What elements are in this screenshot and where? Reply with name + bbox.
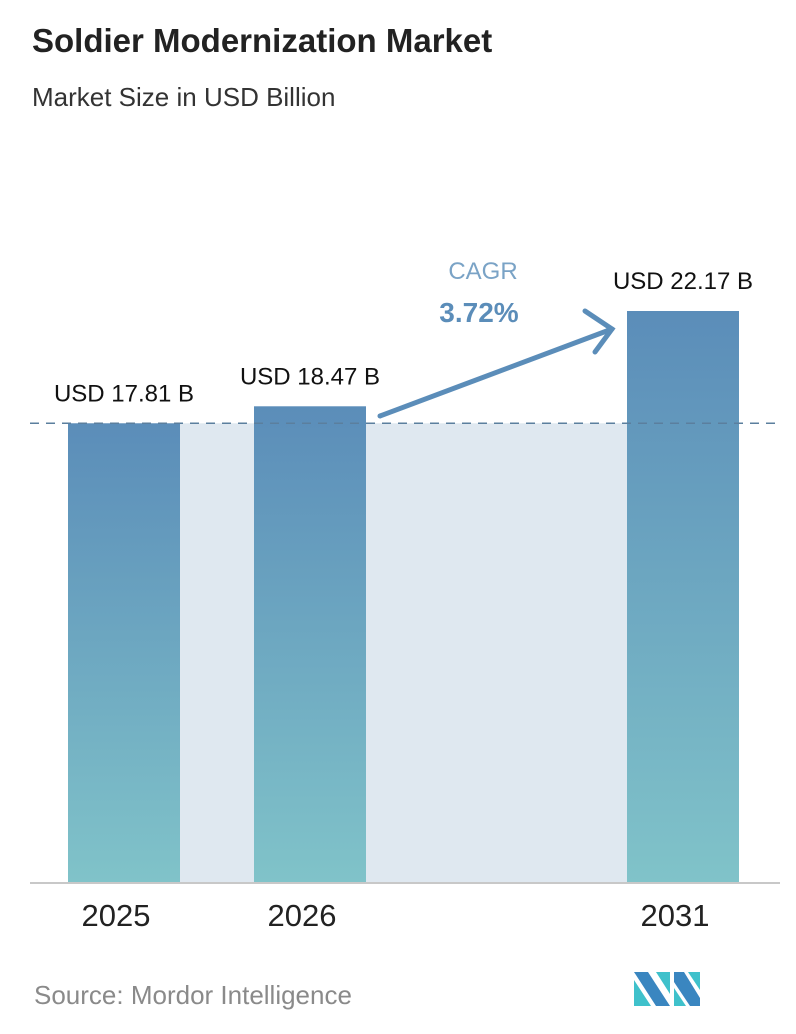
chart-title: Soldier Modernization Market bbox=[32, 22, 493, 59]
chart-subtitle: Market Size in USD Billion bbox=[32, 82, 336, 112]
x-tick-label-2026: 2026 bbox=[268, 898, 337, 933]
x-tick-label-2025: 2025 bbox=[82, 898, 151, 933]
cagr-arrow-icon bbox=[377, 308, 616, 419]
mordor-intelligence-logo bbox=[634, 972, 700, 1006]
bar-2025 bbox=[68, 423, 180, 882]
cagr-label: CAGR bbox=[448, 258, 517, 285]
x-tick-label-2031: 2031 bbox=[641, 898, 710, 933]
bar-2026 bbox=[254, 406, 366, 882]
source-text: Source: Mordor Intelligence bbox=[34, 980, 352, 1010]
data-label-2025: USD 17.81 B bbox=[54, 380, 194, 407]
data-label-2026: USD 18.47 B bbox=[240, 363, 380, 390]
cagr-value: 3.72% bbox=[439, 297, 518, 328]
bar-chart: USD 17.81 B 2025 USD 18.47 B 2026 USD 22.17 … bbox=[30, 258, 782, 933]
data-label-2031: USD 22.17 B bbox=[613, 268, 753, 295]
bar-2031 bbox=[627, 311, 739, 882]
